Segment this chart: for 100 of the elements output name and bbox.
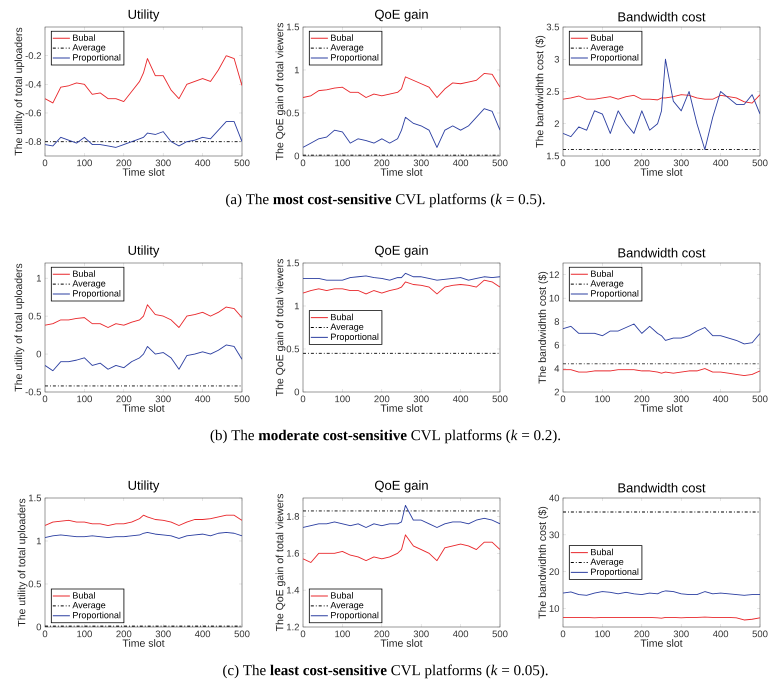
y-axis-title: The utility of total uploaders [14,28,24,156]
y-tick-label: 0 [36,624,42,630]
y-axis-title: The bandwidhth cost ($) [535,36,546,148]
line-series [303,108,500,148]
legend-label: Bubal [331,592,353,599]
y-tick-label: 10 [550,294,560,302]
y-tick-label: -0.8 [26,138,42,146]
text: (a) The most cost-sensitive CVL platforms (k = 0.5). [226,194,545,208]
x-tick-label: 100 [595,160,610,166]
x-tick-label: 400 [452,160,468,166]
y-tick-label: 2 [554,120,560,128]
x-axis-title: Time slot [122,168,165,176]
legend-label: Proportional [591,54,638,62]
x-tick-label: 200 [374,396,390,402]
y-tick-label: 1 [36,538,41,544]
chart-title: Utility [128,9,160,22]
chart-title: Bandwidth cost [618,248,706,258]
y-tick-label: 1.5 [546,152,560,160]
y-tick-label: 8 [554,318,560,325]
y-tick-label: 1.5 [286,24,300,30]
x-tick-label: 200 [634,396,650,402]
x-tick-label: 400 [712,396,728,402]
x-tick-label: 500 [752,630,768,638]
legend-label: Bubal [591,548,613,556]
legend-label: Bubal [591,34,613,41]
legend-label: Bubal [331,34,353,41]
y-axis-title: The utility of total uploaders [18,498,28,626]
x-tick-label: 200 [116,160,132,166]
x-tick-label: 500 [492,630,508,638]
text: (b) The moderate cost-sensitive CVL platforms (k = 0.2). [210,430,560,444]
x-tick-label: 100 [77,160,92,166]
x-tick-label: 200 [374,160,390,166]
x-tick-label: 300 [414,160,429,166]
x-tick-label: 300 [156,396,171,402]
y-axis-title: The QoE gain of total viewers [276,23,286,160]
x-tick-label: 300 [674,396,689,402]
legend-label: Average [590,44,624,52]
chart-title: QoE gain [375,480,428,492]
y-tick-label: 20 [549,568,560,576]
y-tick-label: 12 [550,271,560,278]
y-tick-label: -0.4 [26,80,42,88]
chart-title: Bandwidth cost [618,12,706,22]
y-tick-label: 1.6 [286,550,300,557]
x-tick-label: 0 [300,630,306,638]
x-tick-label: 200 [634,160,650,166]
x-tick-label: 400 [194,630,210,638]
legend-label: Bubal [591,270,613,277]
y-tick-label: 40 [549,494,560,502]
x-tick-label: 400 [194,160,210,166]
chart-title: Utility [128,480,160,492]
y-tick-label: -0.2 [26,52,41,60]
legend-label: Average [72,602,106,610]
chart-title: QoE gain [375,9,428,22]
x-axis-title: Time slot [380,639,423,647]
y-tick-label: 0.5 [286,110,300,116]
y-tick-label: 1.5 [28,494,42,502]
x-tick-label: 500 [234,630,250,638]
x-tick-label: 500 [492,396,508,402]
x-axis-title: Time slot [380,168,423,176]
x-tick-label: 100 [335,396,350,402]
y-tick-label: 1 [294,66,299,74]
y-tick-label: 1.8 [286,513,300,520]
y-tick-label: 1 [36,274,41,282]
y-tick-label: 1 [294,302,299,310]
x-axis-title: Time slot [640,639,683,647]
y-tick-label: 2.5 [546,88,560,95]
x-tick-label: 500 [752,160,768,166]
y-axis-title: The QoE gain of total viewers [276,259,286,396]
legend-label: Proportional [73,54,120,62]
legend-label: Proportional [331,612,378,620]
text: (c) The least cost-sensitive CVL platforms (k = 0.05). [223,664,548,678]
y-tick-label: 0 [36,350,42,358]
x-tick-label: 500 [234,160,250,166]
legend-label: Proportional [331,54,378,62]
y-tick-label: 0 [294,152,300,160]
y-tick-label: 2 [554,388,560,396]
chart-title: QoE gain [375,245,428,258]
legend-label: Proportional [591,568,638,577]
y-tick-label: 1.2 [286,624,299,630]
x-tick-label: 400 [194,396,210,402]
legend-label: Bubal [331,314,353,320]
line-series [45,514,242,526]
legend-label: Bubal [73,592,95,599]
legend-label: Proportional [591,290,638,298]
legend-label: Average [72,280,106,288]
y-tick-label: 6 [554,342,560,348]
legend-label: Proportional [73,290,120,298]
x-tick-label: 200 [374,630,390,638]
x-tick-label: 0 [300,396,306,402]
x-tick-label: 300 [156,160,171,166]
x-tick-label: 0 [560,160,566,166]
x-axis-title: Time slot [640,404,683,412]
y-tick-label: 0.5 [286,346,300,352]
y-tick-label: 0.5 [28,312,42,320]
y-tick-label: 3.5 [546,24,560,30]
legend-label: Bubal [73,270,95,277]
y-tick-label: 1.5 [286,260,300,266]
legend-label: Average [590,280,624,288]
y-axis-title: The utility of total uploaders [14,264,24,392]
y-axis-title: The bandwidhth cost ($) [538,272,548,384]
